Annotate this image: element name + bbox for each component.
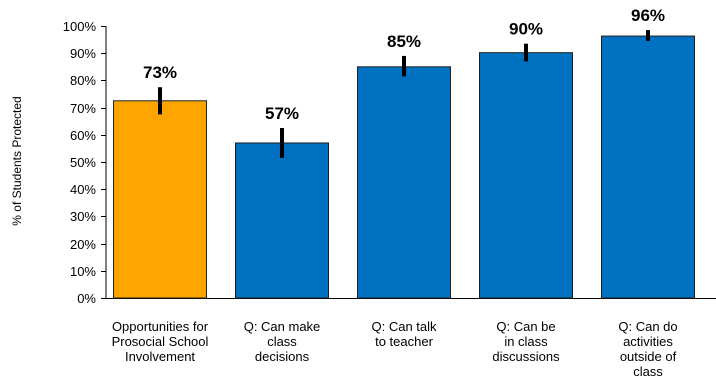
y-tick-label: 90%	[70, 46, 96, 61]
bar	[113, 100, 207, 299]
error-bars-group	[158, 30, 650, 158]
y-tick-label: 80%	[70, 73, 96, 88]
y-tick-label: 30%	[70, 209, 96, 224]
data-label: 90%	[509, 20, 543, 39]
category-label: Q: Can make class decisions	[244, 319, 321, 364]
y-tick-label: 70%	[70, 101, 96, 116]
y-axis-title: % of Students Protected	[10, 96, 24, 225]
y-tick-label: 50%	[70, 155, 96, 170]
data-label: 96%	[631, 6, 665, 25]
bar	[601, 35, 695, 299]
bar	[235, 142, 329, 299]
data-label: 73%	[143, 63, 177, 82]
category-label: Q: Can be in class discussions	[492, 319, 560, 364]
category-labels-group: Opportunities for Prosocial School Involve…	[112, 319, 678, 379]
y-tick-label: 60%	[70, 128, 96, 143]
category-label: Q: Can do activities outside of class	[618, 319, 677, 379]
data-label: 85%	[387, 32, 421, 51]
y-tick-label: 0%	[77, 291, 96, 306]
category-label: Q: Can talk to teacher	[371, 319, 437, 349]
bar	[357, 66, 451, 299]
y-tick-label: 100%	[63, 19, 97, 34]
y-tick-label: 20%	[70, 237, 96, 252]
data-labels-group: 73% 57% 85% 90% 96%	[143, 6, 665, 123]
category-label: Opportunities for Prosocial School Involve…	[112, 319, 209, 364]
bar	[479, 52, 573, 299]
y-tick-labels-group: 0% 10% 20% 30% 40% 50% 60% 70% 80% 90% 100%	[63, 19, 97, 306]
data-label: 57%	[265, 104, 299, 123]
bars-group	[113, 35, 695, 299]
y-tick-label: 10%	[70, 264, 96, 279]
y-tick-label: 40%	[70, 182, 96, 197]
